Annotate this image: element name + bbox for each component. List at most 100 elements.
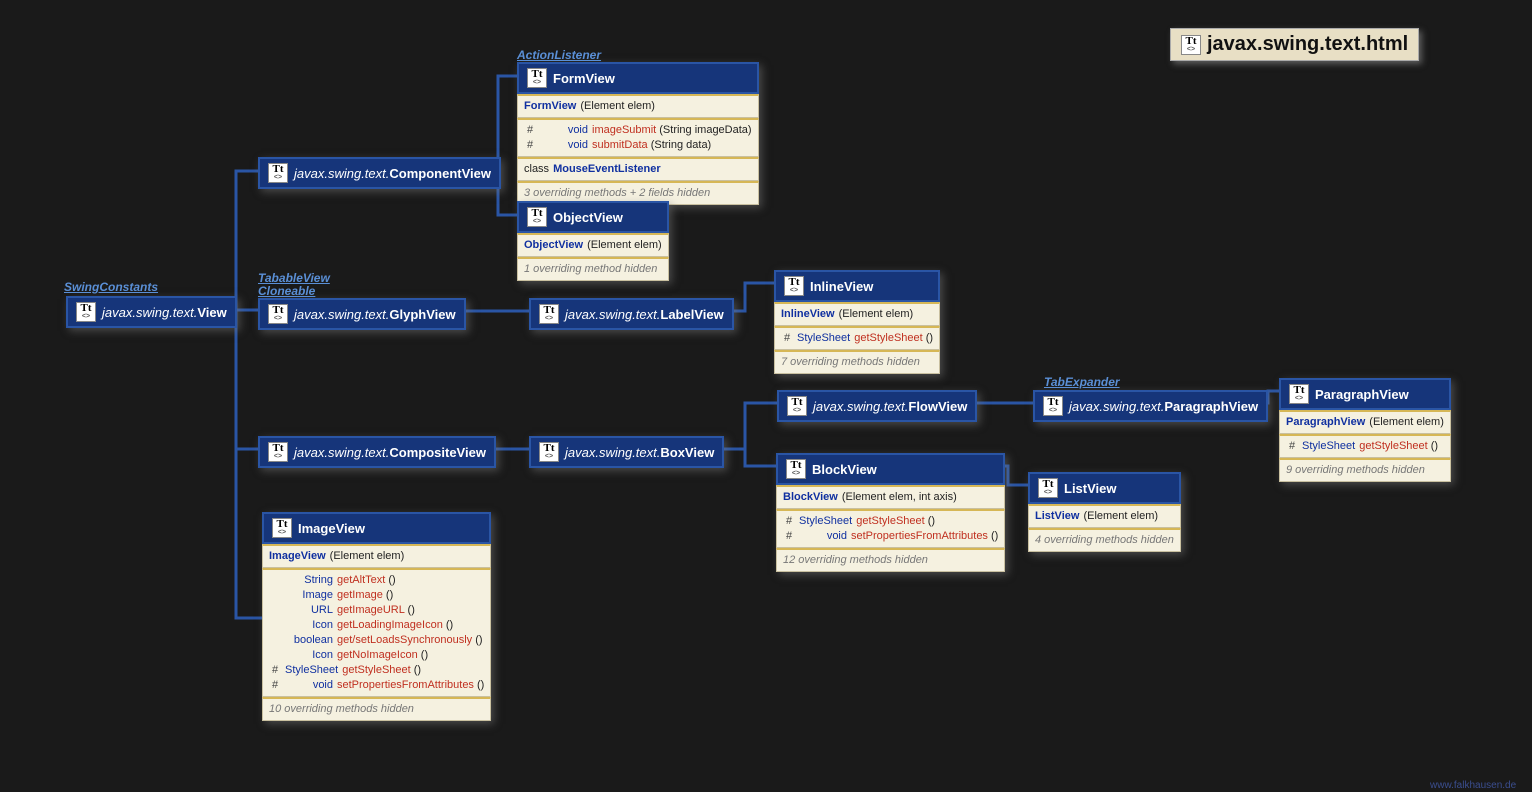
interface-label: SwingConstants: [64, 280, 158, 294]
class-header: javax.swing.text.ComponentView: [258, 157, 501, 189]
class-icon: [1038, 478, 1058, 498]
class-header: javax.swing.text.ParagraphView: [1033, 390, 1268, 422]
constructor-row: ParagraphView (Element elem): [1286, 415, 1444, 430]
constructor-row: ListView (Element elem): [1035, 509, 1174, 524]
class-title: ParagraphView: [1315, 387, 1409, 402]
constructor-compartment: BlockView (Element elem, int axis): [776, 485, 1005, 509]
interface-label: ActionListener: [517, 48, 601, 62]
method-row: #voidsetPropertiesFromAttributes (): [269, 678, 484, 693]
class-icon: [539, 304, 559, 324]
class-title: javax.swing.text.ComponentView: [294, 166, 491, 181]
class-title: javax.swing.text.CompositeView: [294, 445, 486, 460]
methods-compartment: #StyleSheetgetStyleSheet (): [774, 326, 940, 350]
class-icon: [268, 304, 288, 324]
class-icon: [539, 442, 559, 462]
hidden-compartment: 7 overriding methods hidden: [774, 350, 940, 374]
class-node-blockview: BlockView BlockView (Element elem, int ax…: [776, 453, 1005, 572]
class-icon: [784, 276, 804, 296]
class-header: javax.swing.text.FlowView: [777, 390, 977, 422]
method-row: IcongetNoImageIcon (): [269, 648, 484, 663]
class-title: javax.swing.text.FlowView: [813, 399, 967, 414]
class-icon: [272, 518, 292, 538]
class-header: javax.swing.text.BoxView: [529, 436, 724, 468]
constructor-row: ImageView (Element elem): [269, 549, 484, 564]
package-icon: [1181, 35, 1201, 55]
class-icon: [1289, 384, 1309, 404]
edge: [214, 310, 258, 449]
method-row: #StyleSheetgetStyleSheet (): [781, 331, 933, 346]
class-node-glyphview: javax.swing.text.GlyphView: [258, 298, 466, 330]
method-row: #voidimageSubmit (String imageData): [524, 123, 752, 138]
methods-compartment: StringgetAltText ()ImagegetImage ()URLge…: [262, 568, 491, 697]
class-icon: [786, 459, 806, 479]
constructor-compartment: ObjectView (Element elem): [517, 233, 669, 257]
class-node-boxview: javax.swing.text.BoxView: [529, 436, 724, 468]
class-title: javax.swing.text.BoxView: [565, 445, 714, 460]
class-title: javax.swing.text.View: [102, 305, 227, 320]
method-row: ImagegetImage (): [269, 588, 484, 603]
constructor-compartment: InlineView (Element elem): [774, 302, 940, 326]
class-node-view: javax.swing.text.View: [66, 296, 237, 328]
method-row: booleanget/setLoadsSynchronously (): [269, 633, 484, 648]
class-title: ImageView: [298, 521, 365, 536]
class-node-inlineview: InlineView InlineView (Element elem) #Styl…: [774, 270, 940, 374]
class-node-imageview: ImageView ImageView (Element elem) Stringg…: [262, 512, 491, 721]
interface-label: TabableView: [258, 271, 330, 285]
class-node-formview: FormViewFormView (Element elem)#voidimag…: [517, 62, 759, 205]
method-row: StringgetAltText (): [269, 573, 484, 588]
class-header: ObjectView: [517, 201, 669, 233]
method-row: #voidsubmitData (String data): [524, 138, 752, 153]
methods-compartment: #voidimageSubmit (String imageData)#void…: [517, 118, 759, 157]
edge: [214, 171, 258, 310]
interface-label: TabExpander: [1044, 375, 1120, 389]
class-title: javax.swing.text.LabelView: [565, 307, 724, 322]
class-header: ImageView: [262, 512, 491, 544]
class-header: javax.swing.text.CompositeView: [258, 436, 496, 468]
hidden-compartment: 4 overriding methods hidden: [1028, 528, 1181, 552]
class-icon: [76, 302, 96, 322]
method-row: IcongetLoadingImageIcon (): [269, 618, 484, 633]
methods-compartment: #StyleSheetgetStyleSheet (): [1279, 434, 1451, 458]
class-header: BlockView: [776, 453, 1005, 485]
constructor-compartment: ParagraphView (Element elem): [1279, 410, 1451, 434]
class-node-listview: ListView ListView (Element elem) 4 overrid…: [1028, 472, 1181, 552]
class-icon: [787, 396, 807, 416]
method-row: URLgetImageURL (): [269, 603, 484, 618]
class-node-objectview: ObjectView ObjectView (Element elem) 1 ove…: [517, 201, 669, 281]
inner-class-row: class MouseEventListener: [524, 162, 752, 177]
class-node-labelview: javax.swing.text.LabelView: [529, 298, 734, 330]
class-title: InlineView: [810, 279, 873, 294]
class-header: InlineView: [774, 270, 940, 302]
hidden-compartment: 1 overriding method hidden: [517, 257, 669, 281]
method-row: #StyleSheetgetStyleSheet (): [1286, 439, 1444, 454]
method-row: #StyleSheetgetStyleSheet (): [783, 514, 998, 529]
class-header: javax.swing.text.GlyphView: [258, 298, 466, 330]
constructor-compartment: ListView (Element elem): [1028, 504, 1181, 528]
method-row: #StyleSheetgetStyleSheet (): [269, 663, 484, 678]
class-icon: [268, 442, 288, 462]
hidden-compartment: 9 overriding methods hidden: [1279, 458, 1451, 482]
class-icon: [268, 163, 288, 183]
constructor-row: BlockView (Element elem, int axis): [783, 490, 998, 505]
class-icon: [1043, 396, 1063, 416]
method-row: #voidsetPropertiesFromAttributes (): [783, 529, 998, 544]
class-header: FormView: [517, 62, 759, 94]
class-title: ListView: [1064, 481, 1117, 496]
inner-compartment: class MouseEventListener: [517, 157, 759, 181]
edge: [214, 310, 262, 618]
class-icon: [527, 207, 547, 227]
class-title: FormView: [553, 71, 615, 86]
class-header: javax.swing.text.LabelView: [529, 298, 734, 330]
constructor-compartment: ImageView (Element elem): [262, 544, 491, 568]
class-node-flowview: javax.swing.text.FlowView: [777, 390, 977, 422]
class-title: ObjectView: [553, 210, 623, 225]
constructor-compartment: FormView (Element elem): [517, 94, 759, 118]
constructor-row: ObjectView (Element elem): [524, 238, 662, 253]
class-title: javax.swing.text.ParagraphView: [1069, 399, 1258, 414]
class-icon: [527, 68, 547, 88]
package-title: javax.swing.text.html: [1170, 28, 1419, 61]
class-header: ListView: [1028, 472, 1181, 504]
class-node-componentview: javax.swing.text.ComponentView: [258, 157, 501, 189]
class-title: BlockView: [812, 462, 877, 477]
package-title-text: javax.swing.text.html: [1207, 33, 1408, 56]
